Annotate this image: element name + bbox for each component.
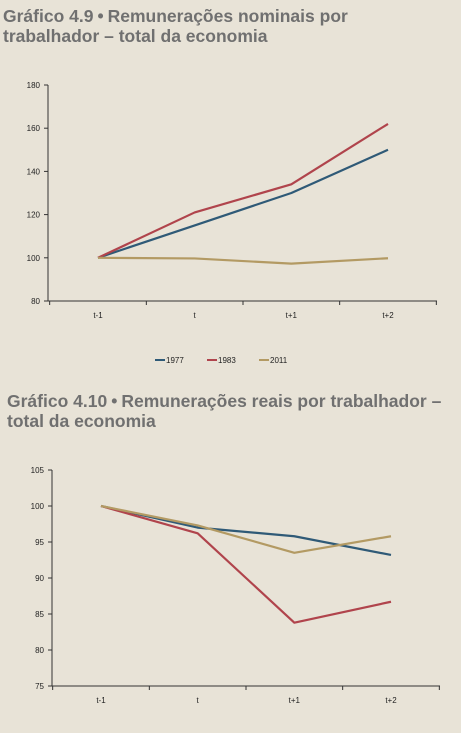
chart-title-text: Remunerações nominais por trabalhador – …	[3, 6, 348, 46]
x-tick-label: t	[194, 311, 197, 320]
y-tick-label: 100	[31, 502, 45, 511]
y-tick-label: 100	[27, 254, 41, 263]
chart-title-4-9: Gráfico 4.9 • Remunerações nominais por tr…	[3, 6, 423, 46]
y-tick-label: 105	[31, 466, 45, 475]
x-tick-label: t+2	[382, 311, 394, 320]
legend-label-1977: 1977	[166, 356, 184, 365]
chart-title-4-10: Gráfico 4.10 • Remunerações reais por trab…	[7, 391, 457, 431]
legend-label-1983: 1983	[218, 356, 236, 365]
y-tick-label: 95	[35, 538, 44, 547]
series-line-2011	[97, 256, 389, 265]
x-tick-label: t-1	[93, 311, 103, 320]
series-line-2011	[100, 504, 392, 554]
y-tick-label: 80	[35, 646, 44, 655]
x-tick-label: t	[197, 696, 200, 705]
x-tick-label: t+1	[286, 311, 298, 320]
chart-number: Gráfico 4.10	[7, 391, 108, 411]
legend-label-2011: 2011	[270, 356, 288, 365]
y-tick-label: 180	[27, 81, 41, 90]
y-tick-label: 140	[27, 167, 41, 176]
y-tick-label: 85	[35, 610, 44, 619]
title-bullet: •	[111, 391, 118, 411]
series-line-1983	[97, 122, 389, 259]
chart-title-text: Remunerações reais por trabalhador – tot…	[7, 391, 442, 431]
series-line-1977	[100, 504, 392, 557]
x-tick-label: t+1	[289, 696, 301, 705]
y-tick-label: 80	[31, 297, 40, 306]
chart-number: Gráfico 4.9	[3, 6, 94, 26]
y-tick-label: 75	[35, 682, 44, 691]
series-line-1977	[97, 148, 389, 259]
x-tick-label: t-1	[96, 696, 106, 705]
series-line-1983	[100, 504, 392, 624]
y-tick-label: 160	[27, 124, 41, 133]
line-chart-real: 75 80 85 90 95 100 105 t-1 t t+1 t+2	[31, 466, 440, 705]
title-bullet: •	[97, 6, 104, 26]
y-tick-label: 90	[35, 574, 44, 583]
y-tick-label: 120	[27, 211, 41, 220]
line-chart-nominal: 80 100 120 140 160 180 t-1 t t+1 t+2 1977 1983 2011	[27, 81, 437, 365]
x-tick-label: t+2	[385, 696, 397, 705]
